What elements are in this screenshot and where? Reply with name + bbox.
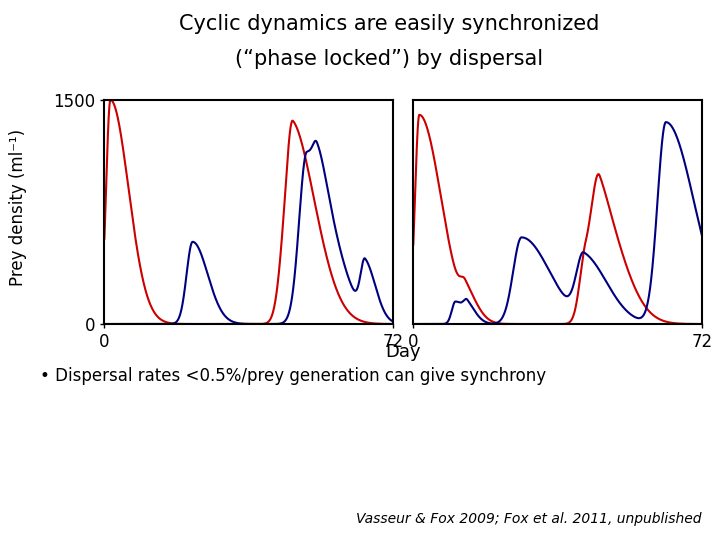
Text: Cyclic dynamics are easily synchronized: Cyclic dynamics are easily synchronized: [179, 14, 599, 33]
Text: Prey density (ml⁻¹): Prey density (ml⁻¹): [9, 130, 27, 286]
Text: Vasseur & Fox 2009; Fox et al. 2011, unpublished: Vasseur & Fox 2009; Fox et al. 2011, unp…: [356, 512, 702, 526]
Text: Day: Day: [385, 343, 421, 361]
Text: • Dispersal rates <0.5%/prey generation can give synchrony: • Dispersal rates <0.5%/prey generation …: [40, 367, 546, 385]
Text: (“phase locked”) by dispersal: (“phase locked”) by dispersal: [235, 49, 543, 69]
